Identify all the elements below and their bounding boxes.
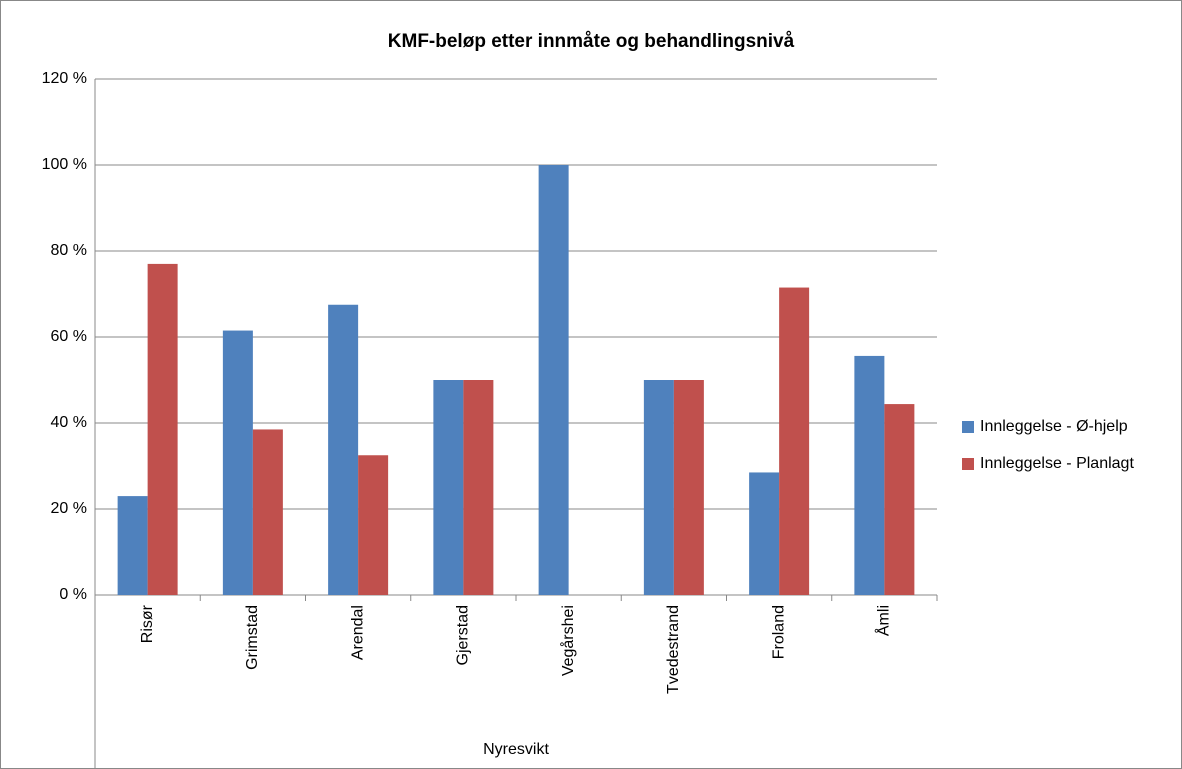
bar (854, 355, 885, 595)
x-tick-label: Vegårshei (559, 605, 577, 676)
bar (117, 496, 148, 595)
bar (749, 472, 780, 595)
x-tick-label: Risør (139, 604, 156, 643)
legend-label: Innleggelse - Planlagt (980, 455, 1134, 472)
bar (252, 429, 283, 595)
x-tick-label: Åmli (874, 605, 893, 636)
y-tick-label: 120 % (42, 70, 87, 87)
chart-title: KMF-beløp etter innmåte og behandlingsni… (388, 31, 795, 52)
y-tick-label: 0 % (59, 586, 87, 603)
bar (147, 263, 178, 595)
legend-swatch (962, 458, 974, 470)
bar (779, 287, 810, 595)
bar (673, 380, 704, 595)
x-axis-title: Nyresvikt (483, 741, 549, 758)
y-tick-label: 80 % (51, 242, 87, 259)
bar (328, 304, 359, 595)
x-tick-label: Tvedestrand (665, 605, 682, 694)
x-tick-label: Arendal (349, 605, 366, 660)
y-tick-label: 20 % (51, 500, 87, 517)
bar (643, 380, 674, 595)
x-tick-label: Gjerstad (455, 605, 472, 665)
y-tick-label: 40 % (51, 414, 87, 431)
bar (538, 165, 569, 595)
y-tick-label: 100 % (42, 156, 87, 173)
bar (358, 455, 389, 595)
x-tick-label: Grimstad (244, 605, 261, 670)
bar (463, 380, 494, 595)
bar (222, 330, 253, 595)
bar (884, 404, 915, 595)
y-tick-label: 60 % (51, 328, 87, 345)
legend-swatch (962, 421, 974, 433)
bar (433, 380, 464, 595)
legend-label: Innleggelse - Ø-hjelp (980, 418, 1128, 435)
x-tick-label: Froland (770, 605, 787, 659)
